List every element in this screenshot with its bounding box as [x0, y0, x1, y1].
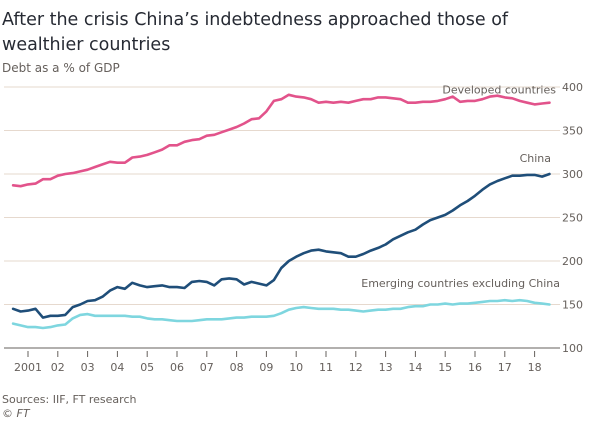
- x-tick-label: 17: [498, 361, 512, 374]
- chart-title: After the crisis China’s indebtedness ap…: [2, 10, 509, 55]
- x-tick-label: 09: [259, 361, 273, 374]
- series-labels: Developed countries China Emerging countri…: [361, 84, 560, 290]
- y-axis: 100 150 200 250 300 350 400: [562, 81, 583, 355]
- emerging-countries-excluding-china-series-line: [11, 298, 551, 330]
- x-tick-label: 14: [408, 361, 422, 374]
- x-tick-label: 03: [81, 361, 95, 374]
- china-label: China: [520, 152, 551, 165]
- source-note: Sources: IIF, FT research: [2, 393, 137, 406]
- x-tick-label: 07: [200, 361, 214, 374]
- x-tick-label: 06: [170, 361, 184, 374]
- y-tick-label: 400: [562, 81, 583, 94]
- emerging-countries-excluding-china-label: Emerging countries excluding China: [361, 277, 560, 290]
- x-tick-label: 2001: [14, 361, 42, 374]
- x-tick-label: 15: [438, 361, 452, 374]
- developed-countries-series-line: [11, 93, 551, 188]
- x-tick-label: 10: [289, 361, 303, 374]
- x-tick-label: 08: [230, 361, 244, 374]
- y-tick-label: 200: [562, 255, 583, 268]
- line-chart: 2001 02 03 04 05 06 07 08 09 10 11 12 13 14 15 16 17 18 1…: [4, 81, 583, 374]
- x-tick-label: 13: [379, 361, 393, 374]
- y-tick-label: 150: [562, 299, 583, 312]
- y-tick-label: 100: [562, 342, 583, 355]
- x-tick-label: 02: [51, 361, 65, 374]
- series-lines: [11, 93, 551, 330]
- developed-countries-label: Developed countries: [442, 84, 556, 97]
- x-tick-label: 05: [140, 361, 154, 374]
- x-tick-label: 12: [349, 361, 363, 374]
- y-tick-label: 250: [562, 212, 583, 225]
- y-tick-label: 300: [562, 168, 583, 181]
- x-tick-label: 18: [528, 361, 542, 374]
- x-tick-label: 11: [319, 361, 333, 374]
- chart-subtitle: Debt as a % of GDP: [2, 61, 120, 75]
- x-tick-label: 04: [110, 361, 124, 374]
- ft-credit: © FT: [2, 407, 30, 420]
- x-tick-label: 16: [468, 361, 482, 374]
- x-axis: 2001 02 03 04 05 06 07 08 09 10 11 12 13 14 15 16 17 18: [4, 347, 560, 374]
- y-tick-label: 350: [562, 125, 583, 138]
- china-series-line: [11, 172, 551, 319]
